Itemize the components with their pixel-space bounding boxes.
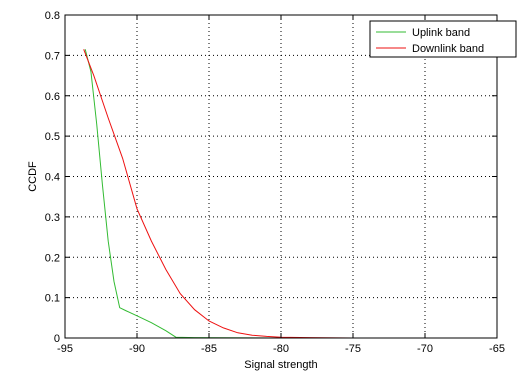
series-line-downlink xyxy=(83,49,464,339)
legend: Uplink band Downlink band xyxy=(369,20,517,58)
x-tick-label: -95 xyxy=(57,343,73,355)
x-tick-label: -90 xyxy=(129,343,145,355)
y-tick-label: 0.6 xyxy=(45,91,60,103)
y-tick-label: 0 xyxy=(54,333,60,345)
series-layer xyxy=(83,49,464,339)
y-tick-label: 0.3 xyxy=(45,212,60,224)
x-tick-label: -80 xyxy=(273,343,289,355)
x-axis-label: Signal strength xyxy=(244,359,317,371)
x-tick-label: -75 xyxy=(345,343,361,355)
y-tick-label: 0.4 xyxy=(45,172,60,184)
y-tick-label: 0.8 xyxy=(45,10,60,22)
y-tick-label: 0.7 xyxy=(45,50,60,62)
y-tick-label: 0.1 xyxy=(45,293,60,305)
y-tick-label: 0.2 xyxy=(45,252,60,264)
y-tick-label: 0.5 xyxy=(45,131,60,143)
legend-box xyxy=(369,20,517,58)
legend-label-uplink: Uplink band xyxy=(412,27,470,39)
tick-layer: -95 -90 -85 -80 -75 -70 -65 0 0.1 0.2 0.3 0.4 0.5 0.6… xyxy=(45,10,505,355)
grid-layer xyxy=(65,15,497,338)
y-axis-label: CCDF xyxy=(27,161,39,192)
x-tick-label: -85 xyxy=(201,343,217,355)
series-line-uplink xyxy=(84,49,464,339)
x-tick-label: -70 xyxy=(417,343,433,355)
x-tick-label: -65 xyxy=(489,343,505,355)
legend-label-downlink: Downlink band xyxy=(412,43,484,55)
